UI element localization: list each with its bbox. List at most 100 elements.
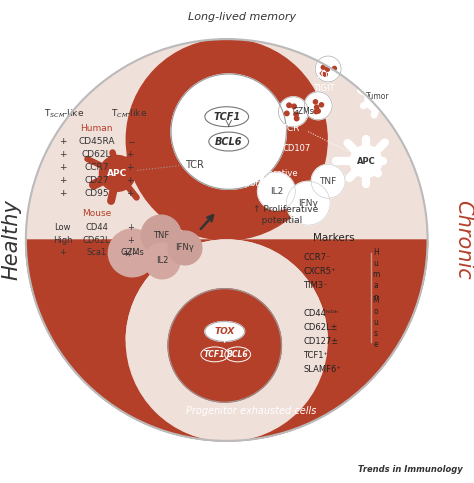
Text: BCL6: BCL6 [227,350,248,359]
Text: Mouse: Mouse [82,209,111,218]
Text: +: + [127,176,134,185]
Circle shape [319,103,324,107]
Circle shape [326,68,329,71]
Circle shape [314,110,318,114]
Text: +: + [59,189,66,198]
Ellipse shape [209,132,248,151]
Circle shape [292,104,296,109]
Text: +: + [59,150,66,159]
Text: IFNγ: IFNγ [298,199,318,208]
Text: CD62L: CD62L [82,150,111,159]
Text: CD107: CD107 [282,144,310,153]
Circle shape [278,97,308,127]
Text: CCR7⁻: CCR7⁻ [303,254,331,262]
Circle shape [287,103,292,108]
Text: SLAMF6⁺: SLAMF6⁺ [303,365,341,374]
Text: +: + [127,150,134,159]
Circle shape [171,74,286,189]
Text: TNF: TNF [319,177,337,186]
Text: Chronic: Chronic [454,200,474,280]
Text: +: + [127,163,134,172]
Text: Human: Human [80,124,113,133]
Circle shape [109,229,156,277]
Circle shape [168,289,282,402]
Circle shape [144,243,180,279]
Text: APC: APC [356,157,375,166]
Text: Markers: Markers [313,233,355,243]
Text: CXCR5⁺: CXCR5⁺ [303,267,336,276]
Text: CD62L±: CD62L± [303,323,338,332]
Circle shape [257,172,295,210]
Text: +: + [127,236,134,244]
Text: Sca1: Sca1 [86,248,107,257]
Circle shape [313,100,318,104]
Text: PD-1: PD-1 [316,71,336,81]
Circle shape [141,215,181,255]
Circle shape [126,39,327,240]
Text: TNF: TNF [153,230,169,240]
Text: TOX: TOX [215,327,235,336]
Circle shape [333,66,337,70]
Text: CD44: CD44 [85,223,108,231]
Circle shape [304,92,332,120]
Text: Long-lived memory: Long-lived memory [188,12,296,22]
Text: TCR: TCR [282,124,299,133]
Text: −: − [127,137,134,146]
Circle shape [320,71,324,75]
Text: TIGIT: TIGIT [313,85,335,93]
Text: BCL6: BCL6 [215,137,243,146]
Text: CCR7: CCR7 [84,163,109,172]
Circle shape [350,145,382,177]
Text: ↑ Proliferative
   potential: ↑ Proliferative potential [237,169,297,188]
Text: Progenitor exhausted cells: Progenitor exhausted cells [186,406,317,416]
Text: ↑ Proliferative
   potential: ↑ Proliferative potential [253,205,318,225]
Text: Healthy: Healthy [2,199,22,281]
Circle shape [365,86,391,112]
Text: TCF1: TCF1 [213,112,240,122]
Text: CD45RA: CD45RA [78,137,115,146]
Text: CD27: CD27 [84,176,109,185]
Text: +: + [59,248,66,257]
Ellipse shape [225,347,251,362]
Text: CD44ʰᴵᴳʰ: CD44ʰᴵᴳʰ [303,309,338,318]
Text: CD127±: CD127± [303,337,338,346]
Text: GZMs: GZMs [292,107,314,116]
Text: +/−: +/− [122,248,138,257]
Circle shape [321,65,325,69]
Text: IL2: IL2 [156,256,168,265]
Text: M
o
u
s
e: M o u s e [373,296,379,349]
Text: CD95: CD95 [84,189,109,198]
Text: IL2: IL2 [270,187,283,196]
Ellipse shape [205,322,245,341]
Text: Trends in Immunology: Trends in Immunology [358,465,463,474]
Text: +: + [59,176,66,185]
Text: +: + [59,163,66,172]
Circle shape [100,156,135,191]
Circle shape [294,112,298,116]
Circle shape [316,109,320,113]
Text: T$_{CM}$-like: T$_{CM}$-like [111,108,147,120]
Text: TCF1: TCF1 [204,350,226,359]
Text: Low: Low [55,223,71,231]
Text: T$_{SCM}$-like: T$_{SCM}$-like [45,108,85,120]
Text: PD-L1: PD-L1 [346,59,371,69]
Ellipse shape [201,347,229,362]
Circle shape [311,164,345,198]
Circle shape [294,116,299,121]
Text: +: + [59,137,66,146]
Circle shape [315,56,341,82]
Text: TCR: TCR [185,160,204,170]
Ellipse shape [205,107,248,127]
Circle shape [26,39,428,441]
Text: TIM3⁻: TIM3⁻ [303,281,328,290]
Circle shape [315,105,319,109]
Wedge shape [126,240,327,341]
Circle shape [126,240,327,441]
Text: APC: APC [107,169,128,178]
Text: +: + [127,189,134,198]
Text: H
u
m
a
n: H u m a n [372,248,380,301]
Text: +: + [127,223,134,231]
Text: TCF1⁺: TCF1⁺ [303,351,328,360]
Circle shape [168,231,202,265]
Text: Persistent
antigen
stimulation: Persistent antigen stimulation [408,129,455,162]
